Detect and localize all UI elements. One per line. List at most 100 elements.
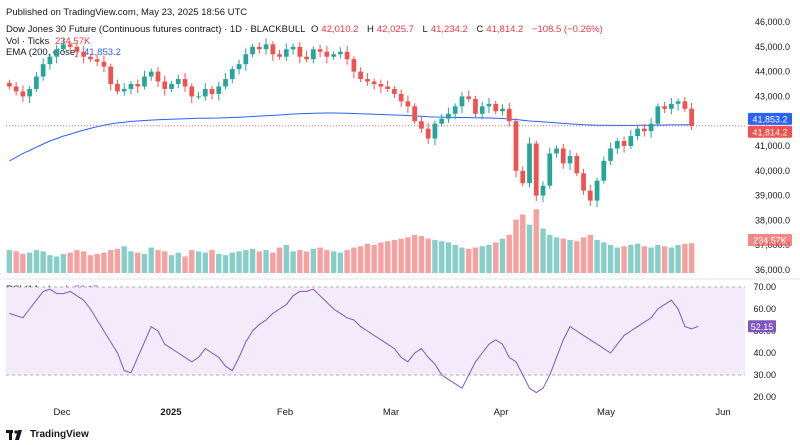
rsi-tick-label: 30.00 xyxy=(753,370,776,380)
candle-body xyxy=(304,56,309,60)
volume-bar xyxy=(168,255,175,273)
tradingview-logo-icon xyxy=(6,429,22,440)
candle-body xyxy=(216,86,222,94)
candle-body xyxy=(506,108,512,122)
candle-body xyxy=(567,155,573,164)
candle-body xyxy=(365,79,370,82)
volume-bar xyxy=(378,242,384,273)
volume-bar xyxy=(6,250,13,273)
candle-body xyxy=(128,84,134,89)
candle-body xyxy=(189,86,195,97)
candle-body xyxy=(459,96,465,107)
volume-bar xyxy=(330,251,337,273)
candle-body xyxy=(682,101,688,109)
candle-body xyxy=(13,86,19,92)
candle-body xyxy=(486,103,492,107)
volume-bar xyxy=(506,234,512,273)
volume-bar xyxy=(114,248,121,273)
rsi-tick-label: 70.00 xyxy=(753,282,776,292)
open-value: 42,010.2 xyxy=(321,24,359,35)
ema-legend[interactable]: EMA (200, close) 41,853.2 xyxy=(6,47,124,59)
candle-body xyxy=(419,121,424,129)
close-value: 41,814.2 xyxy=(486,24,524,35)
volume-bar xyxy=(53,256,60,273)
rsi-axis-tag-label: 52.15 xyxy=(751,322,774,332)
candle-body xyxy=(196,96,201,98)
symbol-legend[interactable]: Dow Jones 30 Future (Continuous futures … xyxy=(6,24,606,36)
candle-body xyxy=(689,108,694,126)
candle-body xyxy=(648,123,654,132)
volume-bar xyxy=(628,245,634,273)
candle-body xyxy=(392,88,397,94)
volume-bar xyxy=(472,247,479,273)
candle-body xyxy=(581,173,586,191)
volume-bar xyxy=(432,239,438,273)
candle-body xyxy=(61,44,66,50)
price-tick-label: 41,000.0 xyxy=(755,141,790,151)
volume-bar xyxy=(249,248,256,273)
volume-bar xyxy=(297,250,303,273)
volume-bar xyxy=(195,251,202,273)
volume-bar xyxy=(479,246,485,273)
time-tick-label: Jun xyxy=(715,407,730,418)
volume-bar xyxy=(675,245,681,273)
candle-body xyxy=(655,106,661,124)
volume-bar xyxy=(13,251,19,273)
volume-legend[interactable]: Vol · Ticks 234.57K xyxy=(6,36,93,48)
volume-bar xyxy=(364,243,371,273)
volume-bar xyxy=(601,242,607,273)
price-tick-label: 43,000.0 xyxy=(755,91,790,101)
candle-body xyxy=(115,84,120,92)
volume-bar xyxy=(580,237,587,273)
price-tick-label: 38,000.0 xyxy=(755,215,790,225)
ema-value: 41,853.2 xyxy=(83,47,121,58)
volume-bar xyxy=(202,252,208,273)
price-tick-label: 45,000.0 xyxy=(755,42,790,52)
volume-bar xyxy=(405,237,411,273)
volume-bar xyxy=(270,252,276,273)
footer-brand[interactable]: TradingView xyxy=(6,429,89,440)
price-tick-label: 40,000.0 xyxy=(755,166,790,176)
time-tick-label: May xyxy=(597,407,615,418)
volume-bar xyxy=(229,252,235,273)
published-note: Published on TradingView.com, May 23, 20… xyxy=(6,7,248,18)
candle-body xyxy=(223,79,228,87)
candle-body xyxy=(310,49,316,60)
close-label: C xyxy=(476,24,484,35)
rsi-axis-tag xyxy=(748,320,776,333)
high-value: 42,025.7 xyxy=(376,24,414,35)
volume-value: 234.57K xyxy=(54,36,91,47)
volume-bar xyxy=(411,234,418,273)
candle-body xyxy=(473,98,478,114)
candle-body xyxy=(466,96,472,99)
candle-body xyxy=(331,54,336,57)
candle-body xyxy=(256,46,262,50)
volume-bar xyxy=(324,250,330,273)
candle-body xyxy=(675,101,681,104)
time-tick-label: Apr xyxy=(494,407,509,418)
volume-bar xyxy=(648,247,654,273)
brand-name: TradingView xyxy=(30,429,89,440)
candle-body xyxy=(7,82,12,87)
candle-body xyxy=(533,143,539,196)
candle-body xyxy=(520,170,526,184)
volume-bar xyxy=(47,255,53,273)
time-tick-label: Feb xyxy=(277,407,293,418)
candle-body xyxy=(169,84,174,89)
volume-bar xyxy=(351,247,357,273)
volume-bar xyxy=(466,248,472,273)
volume-bar xyxy=(526,224,533,273)
volume-bar xyxy=(587,234,594,273)
volume-bar xyxy=(94,253,100,273)
candle-body xyxy=(27,88,33,97)
volume-bar xyxy=(682,243,688,273)
volume-bar xyxy=(276,247,283,273)
price-axis-tag xyxy=(748,112,792,125)
candle-body xyxy=(74,46,80,52)
volume-bar xyxy=(486,245,492,273)
candle-body xyxy=(385,86,391,89)
candle-body xyxy=(47,56,53,65)
candle-body xyxy=(446,113,451,119)
candle-body xyxy=(270,44,276,55)
